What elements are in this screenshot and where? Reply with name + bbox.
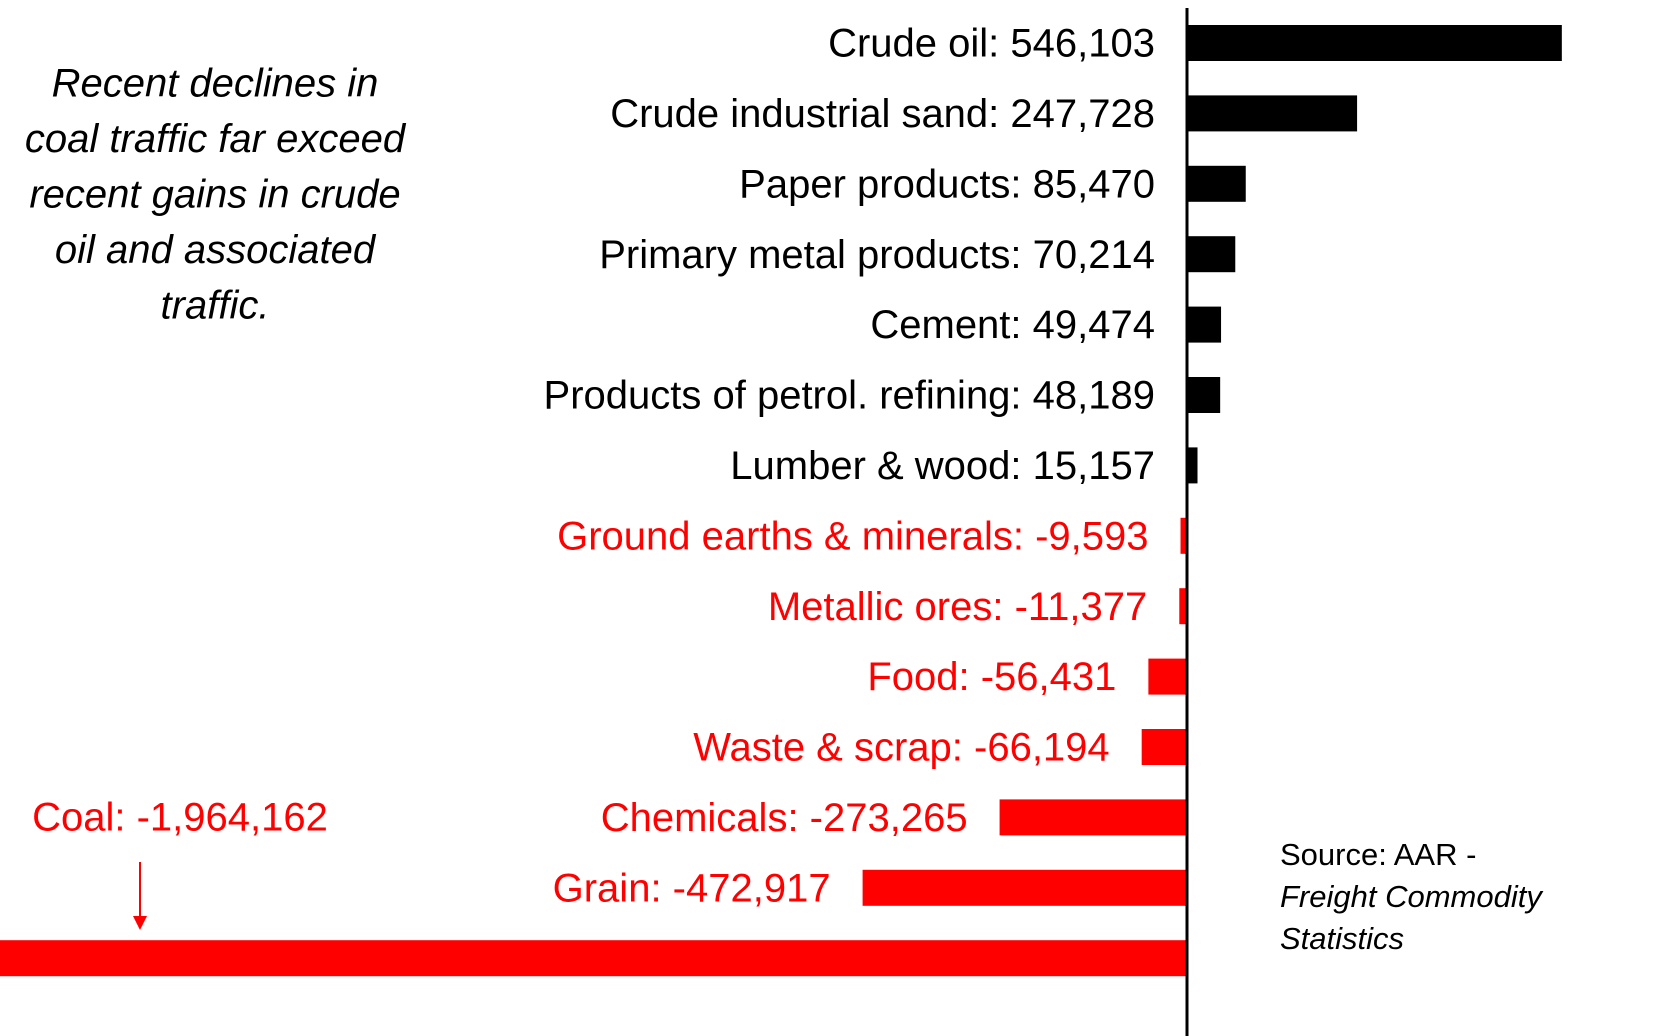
bar [1141,729,1188,765]
annotation-line: recent gains in crude [29,173,400,217]
bar [1180,517,1188,554]
bar-label: Lumber & wood: 15,157 [730,444,1155,488]
bar [1187,447,1198,484]
annotation: Recent declines in coal traffic far excee… [25,62,407,328]
annotation-line: coal traffic far exceed [25,117,407,161]
bar-label: Paper products: 85,470 [739,162,1155,206]
bar-label: Crude industrial sand: 247,728 [610,92,1155,136]
bar-label: Metallic ores: -11,377 [768,585,1147,629]
bar-label: Food: -56,431 [867,655,1116,699]
bar-label: Grain: -472,917 [553,866,831,910]
bar-label: Crude oil: 546,103 [828,22,1155,66]
arrow-head [133,916,147,930]
source-line: Statistics [1280,921,1404,956]
bar [1187,377,1221,413]
source: Source: AAR - Freight Commodity Statistics [1280,837,1544,956]
bar [1187,236,1236,273]
bar [1187,25,1562,61]
annotation-line: oil and associated [55,228,377,272]
bar-label: Products of petrol. refining: 48,189 [544,374,1155,418]
source-line: Freight Commodity [1280,879,1544,914]
bar [1187,306,1222,343]
bar-label: Coal: -1,964,162 [32,796,328,840]
bars [0,25,1562,977]
bar [999,799,1188,836]
bar [862,869,1188,906]
annotation-line: Recent declines in [52,62,379,106]
bar-label: Primary metal products: 70,214 [599,233,1155,277]
annotation-line: traffic. [161,284,270,328]
bar [1179,588,1188,625]
bar-label: Cement: 49,474 [870,303,1155,347]
bar-label: Waste & scrap: -66,194 [693,726,1109,770]
bar [1187,165,1246,202]
bar [1187,95,1358,132]
bar [1148,658,1188,695]
bar-label: Chemicals: -273,265 [601,796,968,840]
bar [0,940,1188,977]
source-line: Source: AAR - [1280,837,1476,872]
bar-label: Ground earths & minerals: -9,593 [557,514,1148,558]
